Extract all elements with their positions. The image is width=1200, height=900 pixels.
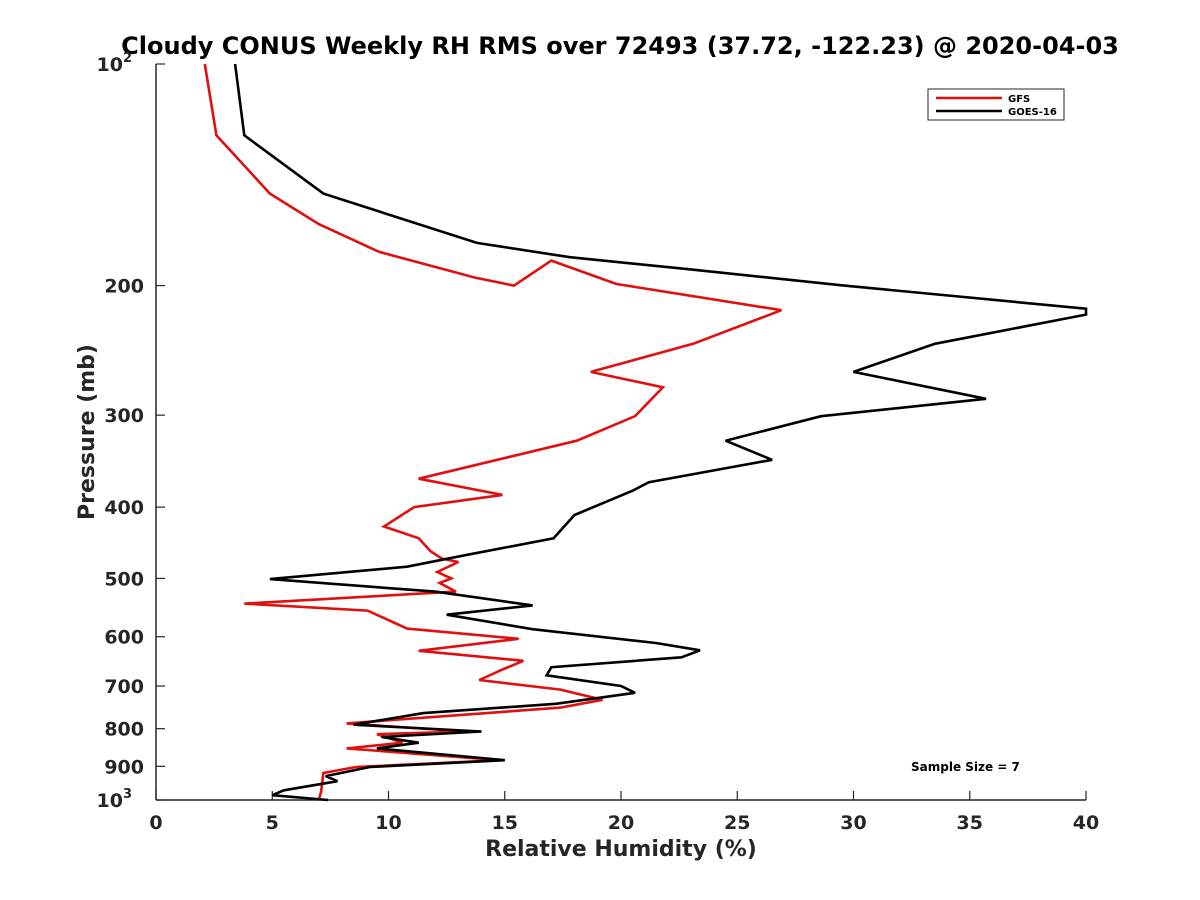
x-tick-label: 25 [724, 812, 750, 834]
y-tick-label: 500 [104, 568, 144, 590]
x-tick-label: 20 [608, 812, 634, 834]
series-line-gfs [203, 63, 782, 801]
y-axis-label: Pressure (mb) [75, 344, 100, 520]
y-tick-label: 700 [104, 676, 144, 698]
legend: GFS GOES-16 [927, 88, 1065, 121]
legend-label-goes16: GOES-16 [1008, 107, 1057, 118]
chart-title: Cloudy CONUS Weekly RH RMS over 72493 (3… [121, 32, 1119, 60]
series-layer [203, 63, 1088, 802]
y-tick-label: 800 [104, 719, 144, 741]
y-tick-label: 400 [104, 497, 144, 519]
y-tick-label: 103 [97, 787, 133, 812]
y-tick-label: 300 [104, 405, 144, 427]
legend-box [927, 88, 1065, 121]
x-tick-label: 15 [492, 812, 518, 834]
y-tick-label: 200 [104, 276, 144, 298]
y-tick-label: 900 [104, 756, 144, 778]
x-tick-label: 5 [266, 812, 279, 834]
series-line-goes16 [233, 63, 1088, 802]
x-ticks: 0 5 10 15 20 25 30 35 40 [149, 791, 1099, 834]
legend-label-gfs: GFS [1008, 94, 1030, 105]
y-tick-label: 600 [104, 627, 144, 649]
x-axis-label: Relative Humidity (%) [485, 837, 757, 862]
x-tick-label: 30 [840, 812, 866, 834]
x-tick-label: 35 [957, 812, 983, 834]
x-tick-label: 0 [149, 812, 162, 834]
x-tick-label: 10 [375, 812, 401, 834]
y-tick-label: 102 [97, 51, 133, 76]
y-ticks: 102 200 300 400 500 600 700 800 900 103 [97, 51, 165, 812]
sample-size-annotation: Sample Size = 7 [911, 760, 1020, 774]
x-tick-label: 40 [1073, 812, 1099, 834]
